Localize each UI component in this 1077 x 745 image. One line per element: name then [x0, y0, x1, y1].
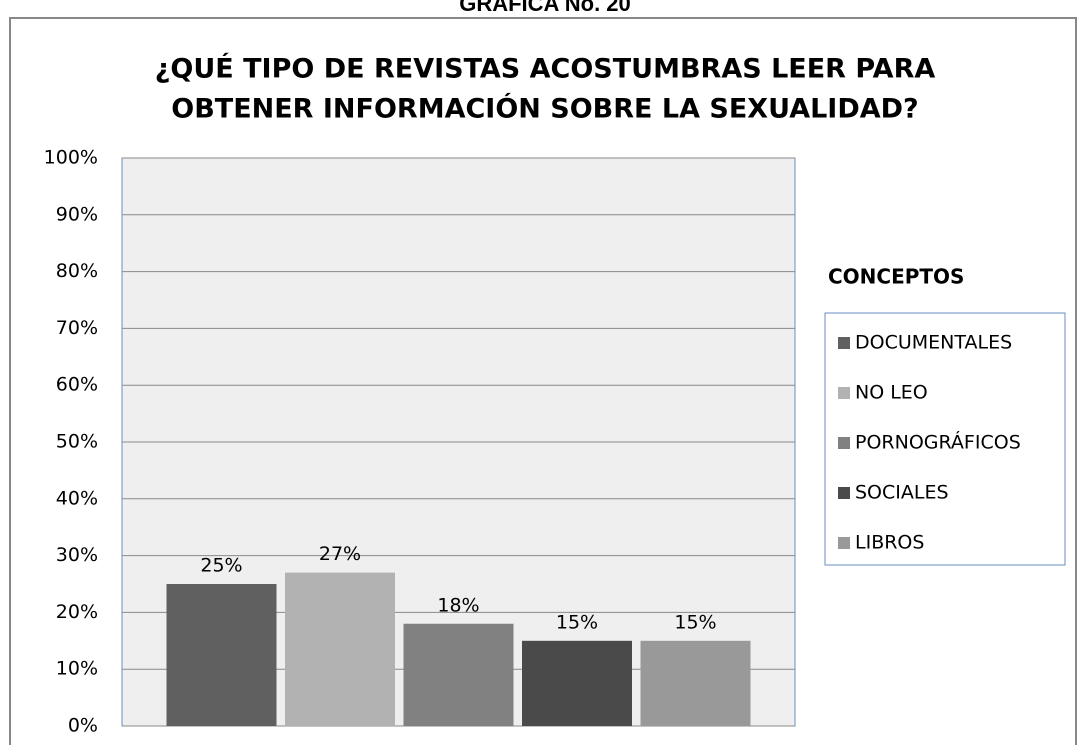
- y-tick-label: 20%: [56, 601, 98, 623]
- bar: [640, 640, 751, 726]
- bar: [522, 640, 632, 726]
- header: GRAFICA No. 20: [459, 0, 631, 16]
- y-tick-label: 90%: [56, 203, 98, 225]
- legend-label: DOCUMENTALES: [855, 332, 1012, 354]
- legend-box: [824, 312, 1066, 566]
- bar: [285, 572, 395, 726]
- legend-swatch: [838, 337, 850, 349]
- bar: [403, 623, 514, 726]
- y-tick-label: 60%: [56, 374, 98, 396]
- data-label: 18%: [437, 594, 479, 616]
- chart-title: OBTENER INFORMACIÓN SOBRE LA SEXUALIDAD?: [171, 93, 918, 125]
- y-tick-label: 0%: [68, 715, 98, 737]
- legend-swatch: [838, 537, 850, 549]
- legend-swatch: [838, 387, 850, 399]
- bar: [166, 584, 277, 726]
- legend-label: SOCIALES: [855, 482, 949, 504]
- data-label: 15%: [674, 611, 716, 633]
- data-label: 25%: [200, 555, 242, 577]
- y-tick-label: 10%: [56, 658, 98, 680]
- y-tick-label: 80%: [56, 260, 98, 282]
- chart-title: ¿QUÉ TIPO DE REVISTAS ACOSTUMBRAS LEER P…: [155, 53, 936, 85]
- y-tick-label: 30%: [56, 544, 98, 566]
- y-tick-label: 40%: [56, 487, 98, 509]
- legend-title: CONCEPTOS: [828, 265, 964, 289]
- data-label: 15%: [556, 611, 598, 633]
- y-tick-label: 100%: [44, 147, 98, 169]
- y-tick-label: 70%: [56, 317, 98, 339]
- data-label: 27%: [319, 543, 361, 565]
- legend-swatch: [838, 487, 850, 499]
- y-tick-label: 50%: [56, 431, 98, 453]
- legend-label: NO LEO: [855, 382, 928, 404]
- legend-swatch: [838, 437, 850, 449]
- legend-label: LIBROS: [855, 532, 924, 554]
- legend-label: PORNOGRÁFICOS: [855, 431, 1021, 454]
